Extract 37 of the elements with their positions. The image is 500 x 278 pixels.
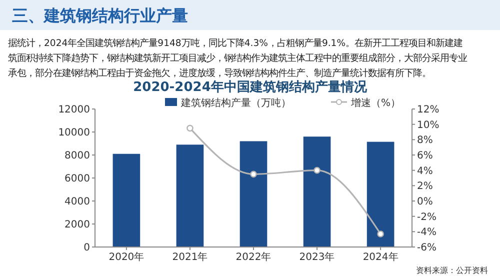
y2-tick-label: 0% [417, 196, 433, 208]
bar [366, 142, 394, 247]
y-tick-label: 8000 [64, 150, 90, 162]
y2-tick-label: 12% [417, 104, 440, 116]
y-tick-label: 12000 [58, 104, 90, 116]
x-tick-label: 2023年 [299, 251, 335, 263]
x-tick-label: 2021年 [172, 251, 208, 263]
x-tick-label: 2024年 [362, 251, 398, 263]
y2-tick-label: 2% [417, 181, 433, 192]
y2-tick-label: 8% [417, 135, 433, 146]
point [250, 170, 257, 178]
y-tick-label: 0 [84, 242, 90, 254]
bar [176, 144, 204, 247]
point [186, 124, 194, 132]
point [314, 166, 320, 174]
legend-label: 建筑钢结构产量（万吨） [180, 97, 291, 109]
y2-tick-label: -6% [417, 242, 436, 254]
text: 三、建筑钢结构行业产量 [12, 6, 188, 25]
text: 据统计，2024年全国建筑钢结构产量9148万吨，同比下降4.3%，占粗钢产量9.1%。在新开工工程项目和新建建筑面积持续下降趋势下，钢结构建筑新开工项目减少，钢结构作为建筑主体工程中的重要组成部分，大部分采用专业承包，部分在建钢结构工程由于资金拖欠，进度放缓，导致钢结构构件生产、制造产量统计数据有所下降。 [8, 38, 467, 79]
bar [240, 141, 268, 247]
y-tick-label: 4000 [64, 196, 90, 208]
chart-title: 2020-2024年中国建筑钢结构产量情况 [133, 79, 368, 95]
y2-tick-label: -2% [417, 212, 436, 223]
y2-tick-label: 10% [417, 120, 440, 131]
bar [112, 154, 140, 247]
text: 资料来源：公开资料 [416, 266, 488, 275]
x-tick-label: 2020年 [108, 251, 144, 263]
y2-tick-label: 6% [417, 150, 433, 162]
y-tick-label: 10000 [58, 128, 90, 138]
y2-tick-label: -4% [417, 227, 436, 238]
y-tick-label: 6000 [64, 174, 90, 184]
bar [303, 136, 331, 247]
x-tick-label: 2022年 [236, 251, 272, 263]
y-tick-label: 2000 [64, 220, 90, 230]
point [377, 230, 384, 238]
y2-tick-label: 4% [417, 166, 433, 177]
legend-label: 增速（%） [350, 97, 401, 109]
